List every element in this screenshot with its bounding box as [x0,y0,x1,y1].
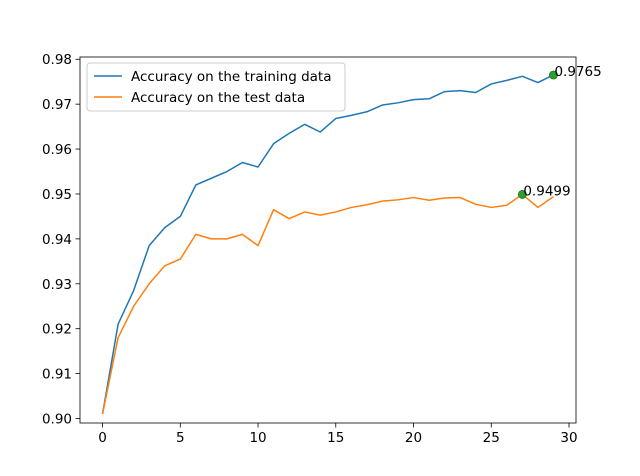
axes-frame [79,56,577,424]
training-accuracy-line [101,74,554,415]
best-point-label: 0.9499 [523,183,570,199]
best-point-marker [549,70,558,80]
legend-box [86,62,346,112]
x-tick-label: 0 [98,430,107,446]
x-tick-label: 5 [176,430,185,446]
y-tick-label: 0.98 [42,52,72,68]
tick-layer: 0 5 10 15 20 25 30 0.90 0.91 0.92 0.93 0.94 0.95 0.96… [42,52,578,446]
legend-label-training: Accuracy on the training data [131,69,331,85]
y-tick-label: 0.94 [42,232,72,248]
y-tick-label: 0.92 [42,322,72,338]
legend-label-test: Accuracy on the test data [131,90,305,106]
x-tick-label: 30 [560,430,577,446]
marker-layer: 0.9765 0.9499 [517,64,602,199]
x-tick-label: 10 [249,430,266,446]
x-tick-label: 15 [327,430,344,446]
test-accuracy-line [101,193,554,415]
y-tick-label: 0.97 [42,97,72,113]
best-point-label: 0.9765 [554,64,601,80]
y-tick-label: 0.90 [42,412,72,428]
x-tick-label: 25 [483,430,500,446]
y-tick-label: 0.95 [42,187,72,203]
y-tick-label: 0.93 [42,277,72,293]
x-tick-label: 20 [405,430,422,446]
legend: Accuracy on the training data Accuracy o… [86,62,346,112]
best-point-marker [517,190,527,199]
y-tick-label: 0.91 [42,367,72,383]
y-tick-label: 0.96 [42,142,72,158]
series-layer [101,74,554,415]
